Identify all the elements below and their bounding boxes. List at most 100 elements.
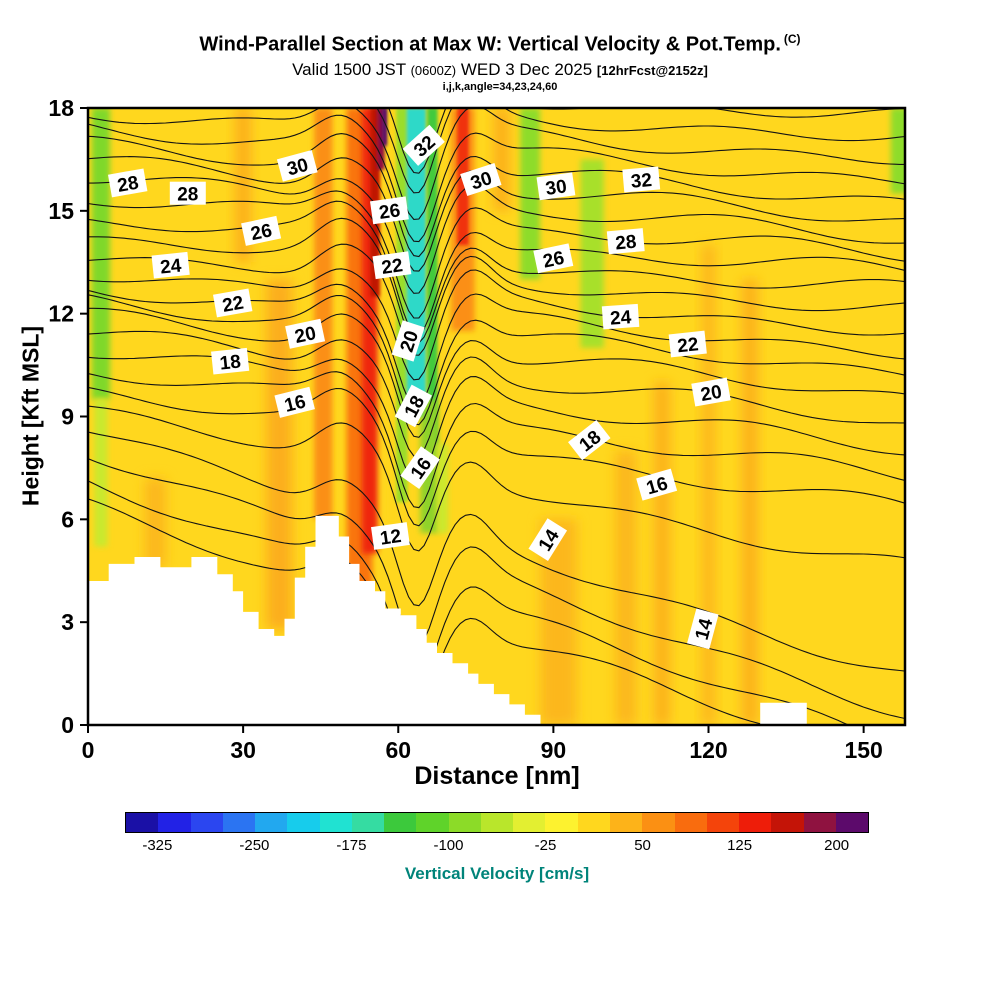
contour-label-box (533, 243, 574, 274)
velocity-band (94, 399, 108, 547)
colorbar-segment (577, 813, 610, 832)
colorbar-tick-labels: -325 -250 -175 -100 -25 50 125 200 (125, 837, 869, 855)
contour-label-value: 26 (541, 248, 566, 273)
y-tick-label: 15 (48, 198, 74, 224)
contour-label: 18 (394, 384, 432, 428)
velocity-band (520, 108, 540, 280)
colorbar-segment (158, 813, 191, 832)
y-tick-label: 12 (48, 301, 74, 327)
contour-label-value: 28 (614, 232, 637, 255)
contour-label: 26 (533, 243, 574, 274)
y-tick-label: 18 (48, 95, 74, 121)
colorbar-segment (545, 813, 578, 832)
colorbar-segment (255, 813, 288, 832)
colorbar-tick-label: -175 (336, 837, 367, 854)
colorbar-segment (739, 813, 772, 832)
y-tick-label: 6 (61, 506, 74, 532)
contour-label-value: 24 (609, 307, 632, 329)
contour-label-box (601, 303, 640, 330)
terrain-silhouette (88, 515, 905, 725)
colorbar-tick-label: -25 (534, 837, 557, 854)
colorbar-segment (126, 813, 159, 832)
contour-label-value: 26 (378, 200, 402, 224)
contour-label: 14 (687, 608, 719, 650)
contour-label: 32 (622, 166, 661, 193)
velocity-band (314, 108, 333, 520)
colorbar-tick-label: -100 (433, 837, 464, 854)
contour-label-value: 22 (221, 293, 245, 317)
colorbar-segment (351, 813, 385, 832)
velocity-band (91, 108, 110, 400)
theta-contour-line (88, 330, 905, 457)
velocity-band (580, 159, 604, 348)
chart-title-text: Wind-Parallel Section at Max W: Vertical… (199, 33, 781, 56)
contour-label-box (622, 166, 661, 193)
theta-contour-line (88, 458, 905, 720)
contour-label: 22 (212, 288, 253, 318)
contour-label-value: 22 (676, 334, 699, 357)
contour-label: 20 (691, 377, 731, 407)
x-tick-label: 30 (230, 737, 256, 763)
forecast-info: [12hrFcst@2152z] (596, 63, 708, 78)
contour-label-box (285, 318, 326, 349)
contour-label-value: 12 (379, 526, 403, 550)
x-tick-label: 150 (844, 737, 882, 763)
theta-contour-line (88, 371, 905, 509)
velocity-band (437, 443, 448, 534)
colorbar-tick-label: -325 (142, 837, 173, 854)
grid-meta-line: i,j,k,angle=34,23,24,60 (442, 81, 558, 93)
theta-contour-line (88, 108, 905, 220)
theta-contour-line (388, 108, 905, 174)
contour-label-box (668, 330, 707, 358)
valid-date: WED 3 Dec 2025 (460, 60, 593, 79)
theta-contour-line (88, 498, 768, 725)
theta-contour-line (88, 431, 905, 672)
contour-label-value: 16 (282, 391, 308, 416)
velocity-band (381, 108, 388, 146)
contour-label-box (241, 215, 282, 246)
contour-label-box (274, 386, 315, 418)
colorbar-segment (287, 813, 320, 832)
theta-contour-line (88, 294, 905, 426)
colorbar-tick-label: 50 (634, 837, 651, 854)
contour-label-box (211, 347, 250, 375)
theta-contour-line (88, 177, 905, 294)
colorbar-segment (513, 813, 546, 832)
velocity-band (702, 245, 715, 725)
colorbar-segment (835, 813, 869, 832)
chart-subtitle: Valid 1500 JST (0600Z) WED 3 Dec 2025 [1… (0, 60, 1000, 80)
theta-contour-line (88, 268, 905, 381)
valid-utc: (0600Z) (410, 63, 457, 78)
contour-label-box (636, 468, 678, 501)
x-tick-label: 120 (689, 737, 727, 763)
colorbar-segment (384, 813, 417, 832)
colorbar (125, 812, 869, 833)
contour-label: 26 (241, 215, 282, 246)
velocity-band (890, 108, 905, 194)
velocity-band (388, 108, 398, 520)
theta-contour-line (88, 386, 905, 527)
colorbar-segment (222, 813, 256, 832)
x-tick-label: 90 (541, 737, 567, 763)
contour-label: 30 (536, 172, 576, 201)
velocity-band (427, 108, 438, 444)
colorbar-segment (642, 813, 675, 832)
contour-label-box (151, 251, 190, 279)
contour-label: 28 (107, 168, 148, 198)
contour-label-value: 28 (177, 185, 198, 206)
theta-contour-line (88, 405, 905, 559)
y-tick-label: 0 (61, 712, 74, 738)
contour-label: 22 (668, 330, 707, 358)
chart-title-unit: (C) (783, 32, 801, 46)
contour-label-value: 26 (249, 220, 274, 245)
contour-label: 12 (371, 522, 410, 550)
contour-label: 28 (169, 181, 206, 206)
theta-contour-line (88, 200, 905, 336)
colorbar-segment (480, 813, 514, 832)
contour-label-box (276, 150, 318, 182)
contour-label: 16 (274, 386, 315, 418)
velocity-band (493, 108, 510, 211)
contour-label-box (400, 446, 440, 489)
